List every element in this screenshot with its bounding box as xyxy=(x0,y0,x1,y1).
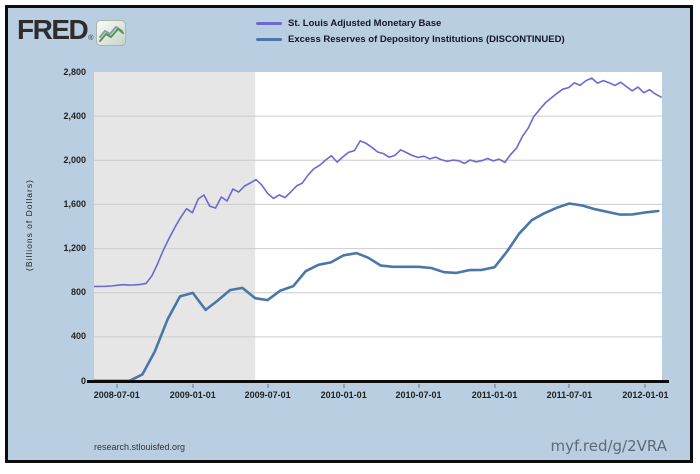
y-axis-tick-label: 1,600 xyxy=(63,198,86,209)
x-axis-tick-mark xyxy=(644,384,647,388)
x-axis-tick-label: 2008-07-01 xyxy=(93,390,140,400)
legend-item: St. Louis Adjusted Monetary Base xyxy=(256,15,565,31)
y-axis-tick-label: 0 xyxy=(80,375,86,386)
x-axis-tick-label: 2009-01-01 xyxy=(169,390,216,400)
fred-brand-text: FRED xyxy=(17,14,89,45)
x-axis-tick-mark xyxy=(493,384,496,388)
series-line-2 xyxy=(94,202,660,381)
y-axis-tick-label: 2,800 xyxy=(63,66,86,77)
x-axis-tick-label: 2011-01-01 xyxy=(471,390,518,400)
x-axis-tick-label: 2012-01-01 xyxy=(622,390,669,400)
registered-trademark-mark: ® xyxy=(88,35,94,42)
x-axis-tick-mark xyxy=(266,384,269,388)
source-url-text: research.stlouisfed.org xyxy=(94,442,186,452)
legend-line-swatch xyxy=(256,21,282,25)
series-line-1 xyxy=(94,77,662,288)
y-axis-tick-label: 1,200 xyxy=(63,243,86,254)
x-axis-tick-mark xyxy=(342,384,345,388)
y-axis-tick-label: 2,400 xyxy=(63,110,86,121)
legend-line-swatch xyxy=(256,37,282,41)
x-axis-tick-mark xyxy=(417,384,420,388)
y-axis-tick-label: 800 xyxy=(70,287,86,298)
y-axis-title: (Billions of Dollars) xyxy=(24,179,34,271)
y-axis-tick-label: 2,000 xyxy=(63,154,86,165)
line-chart-icon xyxy=(96,20,127,51)
x-axis-tick-label: 2009-07-01 xyxy=(244,390,291,400)
x-axis-tick-mark xyxy=(115,384,118,388)
x-axis-tick-label: 2011-07-01 xyxy=(546,390,593,400)
chart-legend: St. Louis Adjusted Monetary Base Excess R… xyxy=(256,15,565,47)
chart-frame: FRED ® St. Louis Adjusted Monetary Base E… xyxy=(5,5,693,463)
legend-item: Excess Reserves of Depository Institutio… xyxy=(256,31,565,47)
short-url-text: myf.red/g/2VRA xyxy=(550,437,667,455)
x-axis-tick-label: 2010-01-01 xyxy=(320,390,367,400)
x-axis-line xyxy=(87,380,669,383)
legend-label: Excess Reserves of Depository Institutio… xyxy=(288,33,565,45)
y-axis-tick-label: 400 xyxy=(70,331,86,342)
x-axis-tick-label: 2010-07-01 xyxy=(395,390,442,400)
x-axis-tick-mark xyxy=(191,384,194,388)
fred-logo: FRED ® xyxy=(17,14,127,51)
legend-label: St. Louis Adjusted Monetary Base xyxy=(288,17,442,29)
plot-area xyxy=(94,72,662,381)
x-axis-tick-mark xyxy=(568,384,571,388)
